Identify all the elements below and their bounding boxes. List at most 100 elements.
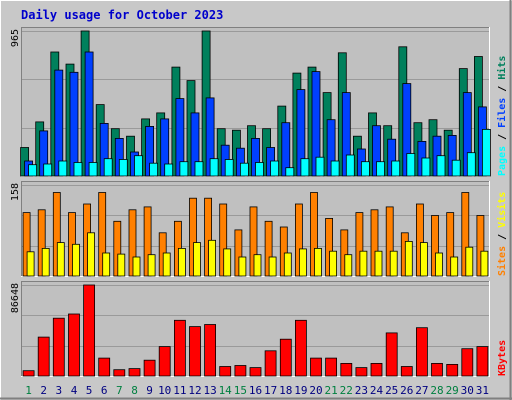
bar-sites-12	[189, 197, 197, 277]
bar-pages-31	[481, 128, 491, 177]
bar-visits-10	[162, 252, 171, 277]
bar-pages-13	[209, 158, 219, 177]
bar-sites-16	[249, 206, 258, 277]
bar-kbytes-27	[415, 327, 428, 377]
bar-visits-16	[253, 254, 262, 277]
x-tick-label: 15	[234, 384, 247, 397]
x-tick-label: 19	[294, 384, 307, 397]
x-tick-label: 6	[101, 384, 108, 397]
bar-kbytes-23	[355, 367, 368, 377]
x-tick-label: 12	[188, 384, 201, 397]
panel-kbytes: 86648 KBytes	[10, 281, 508, 377]
bar-visits-23	[359, 250, 368, 277]
x-tick-label: 9	[146, 384, 153, 397]
bar-visits-6	[102, 252, 111, 277]
y-max-label: 965	[10, 29, 21, 47]
bar-kbytes-7	[113, 369, 126, 377]
x-tick-label: 1	[25, 384, 32, 397]
bar-visits-31	[480, 250, 489, 277]
bar-pages-14	[224, 159, 234, 177]
bar-pages-6	[103, 158, 113, 177]
legend: Pages / Files / Hits	[496, 56, 508, 176]
legend-entry: /	[497, 80, 508, 98]
x-tick-label: 2	[40, 384, 47, 397]
bar-pages-5	[88, 162, 98, 177]
bar-visits-8	[132, 256, 141, 277]
series-kbytes	[22, 284, 489, 377]
bar-sites-19	[294, 203, 303, 277]
bar-sites-9	[143, 206, 152, 277]
x-tick-label: 24	[370, 384, 384, 397]
bar-kbytes-19	[294, 319, 307, 377]
bar-sites-24	[370, 209, 379, 277]
bar-kbytes-6	[98, 357, 111, 377]
legend-entry: /	[497, 228, 508, 246]
bar-kbytes-29	[446, 363, 459, 377]
bar-kbytes-30	[461, 348, 474, 377]
bar-visits-25	[389, 250, 398, 277]
bar-pages-4	[73, 162, 83, 177]
bar-visits-19	[298, 248, 307, 277]
bar-kbytes-1	[22, 370, 35, 377]
x-tick-label: 29	[446, 384, 459, 397]
bar-pages-24	[376, 161, 385, 177]
bar-files-3	[54, 69, 64, 177]
bar-visits-7	[117, 253, 126, 277]
bar-sites-13	[204, 197, 213, 277]
x-tick-label: 23	[355, 384, 368, 397]
bar-pages-28	[436, 155, 446, 177]
bar-pages-16	[255, 162, 264, 177]
bar-pages-7	[118, 159, 128, 177]
bar-sites-14	[219, 203, 228, 277]
bar-pages-2	[43, 163, 53, 177]
x-tick-label: 5	[86, 384, 93, 397]
bar-visits-2	[41, 247, 50, 277]
legend: KBytes	[497, 340, 508, 376]
bar-sites-23	[355, 212, 364, 277]
bar-visits-27	[419, 242, 428, 277]
bar-sites-1	[22, 212, 31, 277]
x-tick-label: 3	[55, 384, 62, 397]
bar-visits-1	[26, 251, 35, 277]
panel-hits-files-pages: 965 Pages / Files / Hits	[10, 27, 508, 177]
bar-sites-2	[37, 209, 46, 277]
legend-entry: Hits	[496, 56, 508, 80]
x-tick-label: 20	[309, 384, 322, 397]
bar-files-4	[69, 71, 79, 177]
bar-pages-10	[164, 163, 174, 177]
bar-kbytes-5	[83, 284, 95, 377]
bar-sites-7	[113, 220, 122, 277]
y-max-label: 158	[10, 183, 21, 201]
legend: Sites / Visits	[496, 192, 508, 276]
bar-visits-26	[404, 240, 413, 277]
bar-kbytes-9	[143, 359, 156, 377]
bar-sites-27	[415, 203, 424, 277]
bar-sites-18	[279, 226, 288, 277]
x-tick-label: 8	[131, 384, 138, 397]
bar-kbytes-28	[431, 362, 443, 377]
bar-visits-28	[435, 252, 443, 277]
bar-visits-29	[450, 256, 459, 277]
x-tick-label: 28	[430, 384, 443, 397]
bar-kbytes-13	[204, 324, 217, 377]
bar-files-5	[84, 51, 94, 177]
bar-pages-21	[330, 160, 340, 177]
bar-sites-15	[234, 229, 243, 277]
bar-kbytes-8	[128, 368, 141, 377]
bar-pages-30	[466, 152, 476, 177]
x-axis-labels: 1 2 3 4 5 6 7 8 9 10 11 12 13 14 15 16 17 18 19 20 21 22 23 24 2…	[25, 384, 489, 397]
series-sites	[22, 192, 485, 277]
bar-pages-15	[239, 162, 249, 177]
bar-kbytes-22	[340, 362, 353, 377]
bar-kbytes-2	[37, 336, 50, 377]
bar-kbytes-17	[264, 350, 277, 377]
legend-entry: Files	[496, 98, 508, 128]
legend-entry: Sites	[496, 246, 508, 276]
bar-kbytes-25	[385, 332, 398, 377]
bar-pages-18	[285, 167, 295, 177]
panel-visits-sites: 158 Sites / Visits	[10, 181, 508, 277]
x-tick-label: 31	[476, 384, 489, 397]
bar-pages-1	[28, 164, 38, 177]
x-tick-label: 14	[219, 384, 233, 397]
bar-sites-20	[310, 192, 318, 277]
